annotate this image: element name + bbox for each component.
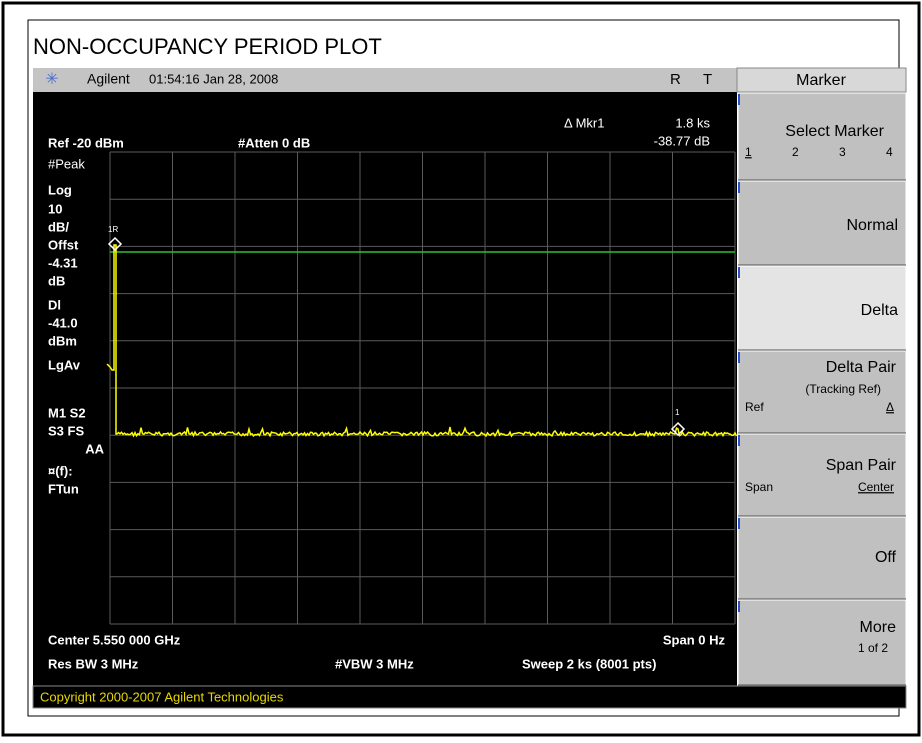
- center-freq: Center 5.550 000 GHz: [48, 632, 181, 647]
- softkey-sub: 1 of 2: [858, 641, 888, 655]
- annotation: #Peak: [48, 156, 85, 171]
- ref-level: Ref -20 dBm: [48, 135, 124, 150]
- softkey[interactable]: [737, 92, 907, 181]
- softkey-sub: Δ: [886, 400, 894, 414]
- annotation: M1 S2: [48, 405, 86, 420]
- graticule: [109, 151, 736, 625]
- annotation: FTun: [48, 481, 79, 496]
- annotation: Log: [48, 182, 72, 197]
- marker-ref: [107, 236, 123, 252]
- softkey-label: Delta: [861, 302, 898, 319]
- marker-readout: Δ Mkr1: [564, 115, 604, 130]
- marker-delta-label: 1: [675, 408, 680, 417]
- attenuation: #Atten 0 dB: [238, 135, 310, 150]
- status-t: T: [703, 71, 712, 88]
- softkey[interactable]: [737, 265, 907, 351]
- brand: Agilent: [87, 71, 130, 87]
- softkey-option: 4: [886, 145, 893, 159]
- annotation: ¤(f):: [48, 463, 73, 478]
- logo: ✳: [45, 71, 58, 88]
- annotation: dB/: [48, 219, 69, 234]
- page-title: NON-OCCUPANCY PERIOD PLOT: [33, 34, 382, 59]
- annotation: dB: [48, 273, 65, 288]
- annotation: S3 FS: [48, 423, 84, 438]
- annotation: AA: [85, 441, 104, 456]
- annotation: LgAv: [48, 357, 81, 372]
- softkey[interactable]: [737, 516, 907, 600]
- softkey-label: Off: [875, 549, 897, 566]
- annotation: -4.31: [48, 255, 78, 270]
- softkey[interactable]: [737, 180, 907, 266]
- softkey-label: More: [860, 619, 897, 636]
- annotation: -41.0: [48, 315, 78, 330]
- softkey-sub: (Tracking Ref): [805, 382, 881, 396]
- softkey-option: 1: [745, 145, 752, 159]
- softkey-sub: Span: [745, 480, 773, 494]
- trace: [106, 244, 738, 438]
- copyright-bar: [32, 685, 907, 709]
- vbw: #VBW 3 MHz: [335, 656, 414, 671]
- span: Span 0 Hz: [663, 632, 726, 647]
- left-annotations: #Peak Log 10 dB/Offst -4.31 dB Dl -41.0 dBm LgAv M…: [48, 156, 105, 496]
- marker-x: 1.8 ks: [675, 115, 710, 130]
- status-bar: [33, 68, 737, 92]
- softkey-option: 3: [839, 145, 846, 159]
- softkey-sub: Center: [858, 480, 894, 494]
- softkey-header-bg: [736, 67, 907, 93]
- softkey[interactable]: [737, 599, 907, 686]
- res-bw: Res BW 3 MHz: [48, 656, 139, 671]
- annotation: Offst: [48, 237, 79, 252]
- annotation: dBm: [48, 333, 77, 348]
- softkey-sub: Ref: [745, 400, 764, 414]
- annotation: Dl: [48, 297, 61, 312]
- softkey-label: Select Marker: [785, 123, 884, 140]
- sweep: Sweep 2 ks (8001 pts): [522, 656, 656, 671]
- softkey[interactable]: [737, 433, 907, 517]
- softkey[interactable]: [737, 350, 907, 434]
- timestamp: 01:54:16 Jan 28, 2008: [149, 71, 278, 86]
- softkey-label: Delta Pair: [826, 359, 897, 376]
- annotation: 10: [48, 201, 62, 216]
- marker-ref-label: 1R: [108, 225, 118, 234]
- marker-delta: [670, 421, 686, 437]
- softkey-header: Marker: [796, 72, 846, 89]
- display: [33, 92, 737, 686]
- status-r: R: [670, 71, 681, 88]
- softkey-label: Normal: [846, 217, 898, 234]
- marker-y: -38.77 dB: [654, 133, 710, 148]
- softkey-option: 2: [792, 145, 799, 159]
- softkey-label: Span Pair: [826, 457, 897, 474]
- copyright: Copyright 2000-2007 Agilent Technologies: [40, 689, 284, 704]
